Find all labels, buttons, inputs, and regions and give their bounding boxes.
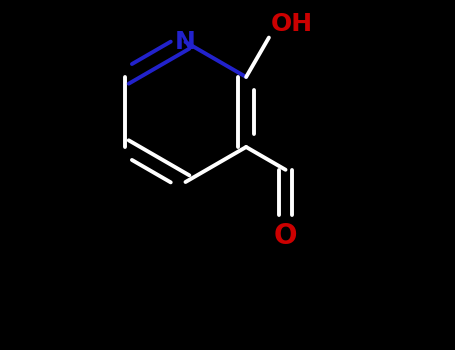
Text: OH: OH xyxy=(271,12,313,36)
Text: N: N xyxy=(175,30,196,54)
Text: O: O xyxy=(274,222,297,250)
